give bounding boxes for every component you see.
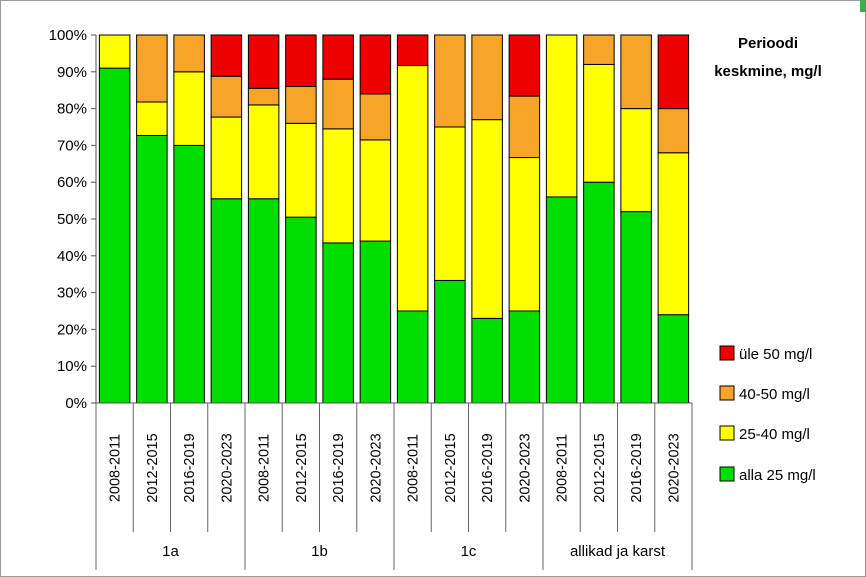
bar-segment (545, 196, 578, 404)
bar-segment (247, 198, 280, 404)
bar-segment (471, 317, 503, 404)
x-category-label: 2012-2015 (443, 433, 459, 502)
y-tick-label: 60% (57, 174, 87, 191)
chart-title-line: keskmine, mg/l (714, 63, 822, 80)
bar-segment (285, 34, 317, 88)
legend-label: üle 50 mg/l (739, 346, 812, 363)
y-tick-label: 10% (57, 358, 87, 375)
bar-segment (136, 134, 168, 404)
bar-segment (657, 152, 690, 316)
bar-segment (359, 34, 392, 95)
x-category-label: 2016-2019 (629, 433, 645, 502)
x-category-label: 2008-2011 (406, 434, 422, 502)
bar-segment (508, 95, 541, 159)
legend-label: 40-50 mg/l (739, 386, 810, 403)
bar-segment (173, 144, 205, 404)
bar-segment (508, 157, 541, 312)
bar-segment (620, 108, 652, 213)
bar-segment (322, 78, 354, 130)
x-category-label: 2020-2023 (517, 433, 533, 502)
bar-segment (136, 34, 168, 103)
bar-segment (210, 198, 243, 404)
bar-segment (508, 310, 541, 404)
bar-segment (285, 86, 317, 124)
bar-segment (583, 34, 615, 65)
bar-segment (434, 126, 466, 281)
y-tick-label: 80% (57, 101, 87, 118)
bar-segment (396, 65, 429, 312)
x-category-label: 2012-2015 (592, 433, 608, 502)
bar-segment (173, 71, 205, 146)
legend-swatch (719, 466, 735, 482)
x-category-label: 2020-2023 (368, 433, 384, 502)
x-group-label: 1c (461, 543, 477, 560)
legend-label: 25-40 mg/l (739, 426, 810, 443)
x-category-label: 2008-2011 (257, 434, 273, 502)
bar-segment (583, 181, 615, 404)
bar-segment (545, 34, 578, 198)
bar-segment (285, 216, 317, 404)
legend-swatch (719, 345, 735, 361)
x-category-label: 2016-2019 (331, 433, 347, 502)
bar-segment (620, 211, 652, 404)
bar-segment (285, 122, 317, 218)
x-group-label: allikad ja karst (570, 543, 666, 560)
y-tick-label: 100% (49, 27, 87, 44)
x-group-label: 1b (311, 543, 328, 560)
bar-segment (322, 34, 354, 80)
bar-segment (657, 108, 690, 154)
x-category-label: 2016-2019 (182, 433, 198, 502)
y-tick-label: 90% (57, 64, 87, 81)
bar-segment (136, 101, 168, 136)
bar-segment (210, 34, 243, 77)
bar-segment (471, 34, 503, 121)
y-tick-label: 70% (57, 137, 87, 154)
x-category-label: 2012-2015 (294, 433, 310, 502)
bar-segment (247, 104, 280, 200)
y-tick-label: 20% (57, 321, 87, 338)
bar-segment (471, 119, 503, 319)
y-tick-label: 50% (57, 211, 87, 228)
bar-segment (173, 34, 205, 73)
bar-segment (434, 34, 466, 128)
bar-segment (359, 139, 392, 242)
bar-segment (657, 34, 690, 110)
bar-segment (247, 87, 280, 106)
x-category-label: 2012-2015 (145, 433, 161, 502)
bar-segment (322, 242, 354, 404)
bar-segment (210, 116, 243, 200)
bar-segment (98, 34, 131, 69)
bar-segment (359, 93, 392, 141)
bar-segment (247, 34, 280, 89)
chart-title-line: Perioodi (738, 35, 798, 52)
bar-segment (620, 34, 652, 110)
bar-segment (396, 34, 429, 67)
corner-accent (860, 0, 866, 12)
bar-segment (583, 63, 615, 183)
x-category-label: 2016-2019 (480, 433, 496, 502)
legend-swatch (719, 425, 735, 441)
bar-segment (396, 310, 429, 404)
bar-segment (434, 279, 466, 404)
bar-segment (98, 67, 131, 404)
bar-segment (359, 240, 392, 404)
bar-segment (657, 314, 690, 404)
legend-swatch (719, 385, 735, 401)
x-group-label: 1a (162, 543, 179, 560)
y-tick-label: 0% (65, 395, 87, 412)
bar-segment (322, 128, 354, 244)
y-tick-label: 30% (57, 285, 87, 302)
bar-segment (210, 75, 243, 118)
x-category-label: 2008-2011 (555, 434, 571, 502)
x-category-label: 2008-2011 (108, 434, 124, 502)
y-tick-label: 40% (57, 248, 87, 265)
x-category-label: 2020-2023 (219, 433, 235, 502)
x-category-label: 2020-2023 (666, 433, 682, 502)
bar-segment (508, 34, 541, 97)
legend-label: alla 25 mg/l (739, 467, 816, 484)
